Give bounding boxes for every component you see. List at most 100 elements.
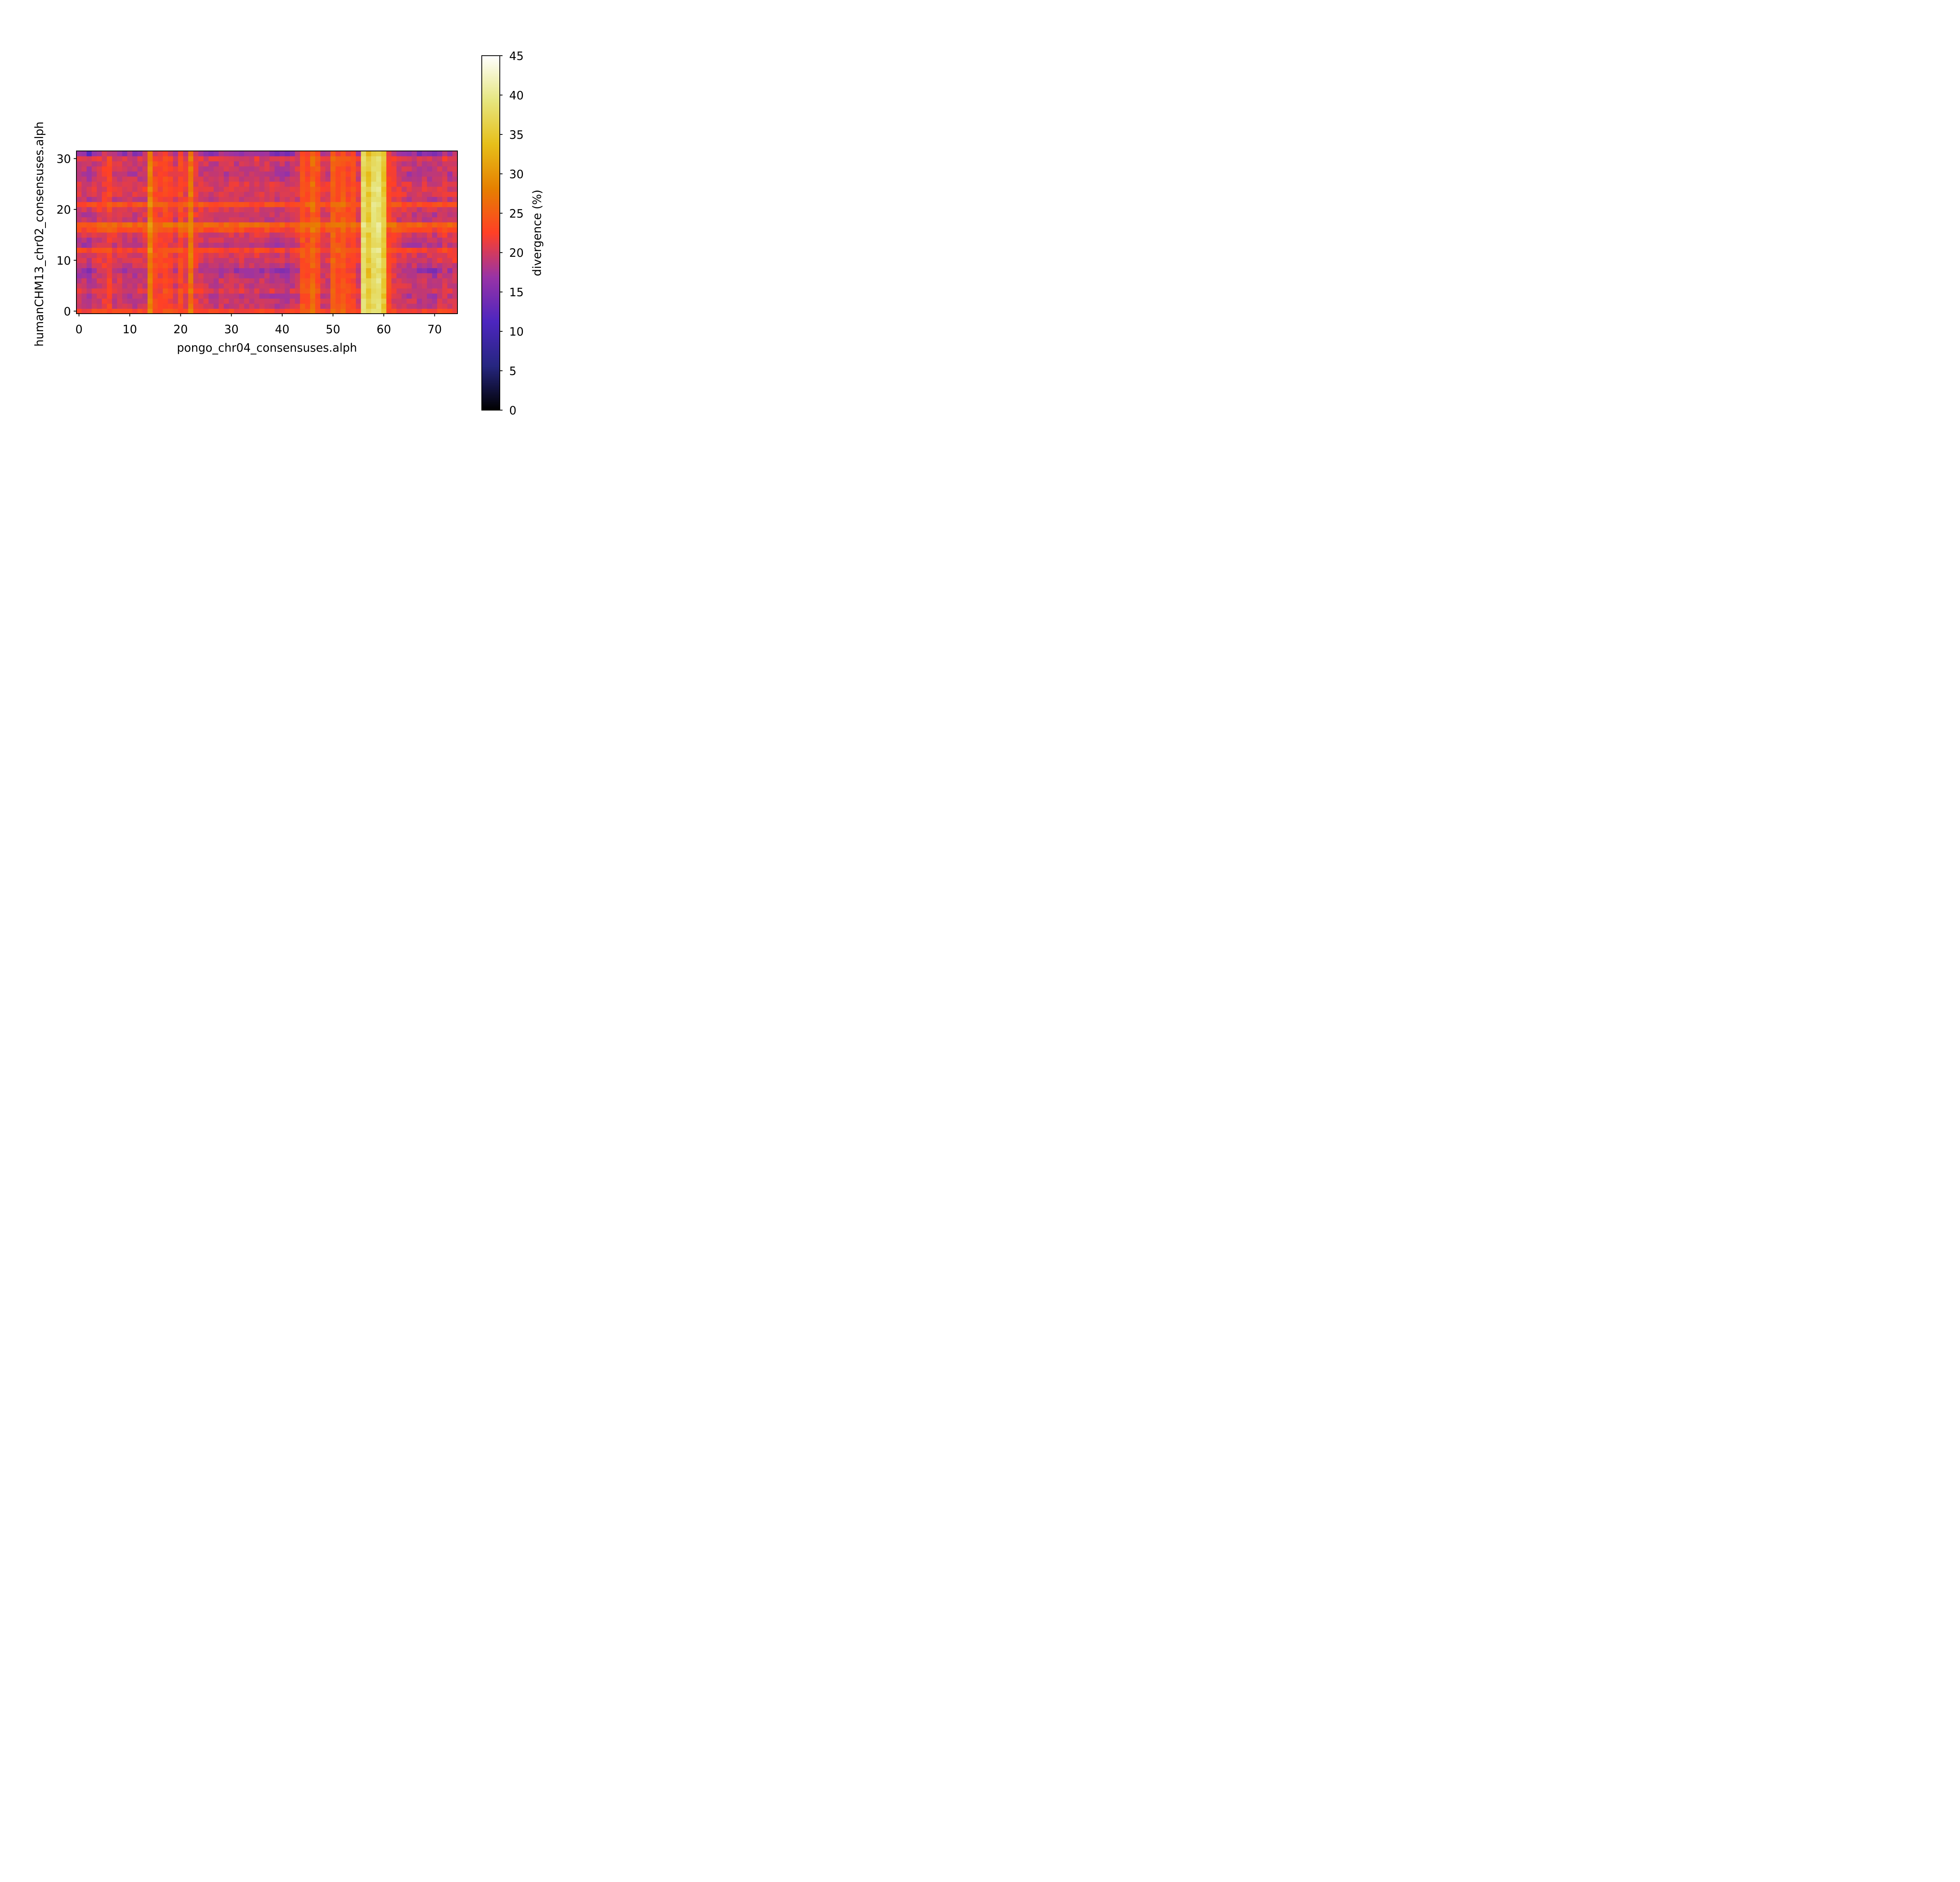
- heatmap-cell: [132, 298, 138, 304]
- heatmap-cell: [122, 293, 128, 299]
- heatmap-cell: [178, 207, 183, 213]
- heatmap-cell: [310, 191, 316, 197]
- heatmap-cell: [432, 171, 437, 177]
- heatmap-cell: [310, 298, 316, 304]
- heatmap-cell: [213, 237, 219, 243]
- heatmap-cell: [269, 283, 275, 289]
- heatmap-cell: [310, 263, 316, 268]
- heatmap-cell: [86, 217, 92, 223]
- heatmap-cell: [254, 283, 260, 289]
- heatmap-cell: [152, 242, 158, 248]
- heatmap-cell: [132, 227, 138, 233]
- heatmap-cell: [239, 263, 245, 268]
- heatmap-cell: [173, 156, 178, 162]
- heatmap-cell: [381, 227, 387, 233]
- heatmap-cell: [76, 242, 82, 248]
- heatmap-cell: [183, 268, 189, 273]
- heatmap-cell: [325, 227, 331, 233]
- heatmap-cell: [188, 186, 194, 192]
- heatmap-cell: [81, 196, 87, 202]
- heatmap-cell: [300, 242, 305, 248]
- heatmap-cell: [229, 196, 234, 202]
- heatmap-cell: [320, 151, 326, 156]
- heatmap-cell: [107, 186, 113, 192]
- heatmap-cell: [437, 176, 443, 182]
- heatmap-cell: [315, 242, 321, 248]
- heatmap-cell: [371, 151, 377, 156]
- heatmap-cell: [96, 151, 102, 156]
- heatmap-cell: [249, 217, 255, 223]
- heatmap-cell: [269, 288, 275, 294]
- heatmap-cell: [320, 283, 326, 289]
- heatmap-cell: [163, 298, 168, 304]
- heatmap-cell: [223, 222, 229, 228]
- heatmap-cell: [381, 222, 387, 228]
- heatmap-cell: [305, 171, 310, 177]
- heatmap-cell: [213, 161, 219, 167]
- heatmap-cell: [178, 191, 183, 197]
- heatmap-cell: [366, 207, 372, 213]
- heatmap-cell: [81, 181, 87, 187]
- heatmap-cell: [254, 247, 260, 253]
- heatmap-cell: [417, 176, 422, 182]
- heatmap-cell: [218, 196, 224, 202]
- heatmap-cell: [391, 242, 397, 248]
- heatmap-cell: [91, 212, 97, 218]
- heatmap-cell: [147, 151, 153, 156]
- heatmap-cell: [417, 217, 422, 223]
- heatmap-cell: [244, 196, 250, 202]
- heatmap-cell: [234, 212, 240, 218]
- heatmap-cell: [300, 247, 305, 253]
- heatmap-cell: [137, 283, 143, 289]
- heatmap-cell: [285, 232, 290, 238]
- heatmap-cell: [244, 247, 250, 253]
- heatmap-cell: [127, 258, 133, 263]
- heatmap-cell: [102, 298, 107, 304]
- heatmap-cell: [178, 263, 183, 268]
- heatmap-cell: [300, 151, 305, 156]
- heatmap-cell: [412, 288, 417, 294]
- heatmap-cell: [81, 303, 87, 309]
- heatmap-cell: [249, 232, 255, 238]
- heatmap-cell: [386, 253, 392, 258]
- heatmap-cell: [350, 242, 356, 248]
- heatmap-cell: [223, 161, 229, 167]
- heatmap-cell: [76, 273, 82, 278]
- heatmap-cell: [376, 303, 382, 309]
- heatmap-cell: [371, 166, 377, 172]
- heatmap-cell: [325, 298, 331, 304]
- heatmap-cell: [412, 278, 417, 283]
- heatmap-cell: [305, 273, 310, 278]
- heatmap-cell: [396, 288, 402, 294]
- heatmap-cell: [213, 309, 219, 314]
- heatmap-cell: [198, 309, 204, 314]
- heatmap-cell: [158, 263, 163, 268]
- heatmap-cell: [168, 303, 173, 309]
- heatmap-cell: [356, 202, 361, 207]
- heatmap-cell: [422, 202, 427, 207]
- heatmap-cell: [208, 298, 214, 304]
- heatmap-cell: [152, 293, 158, 299]
- heatmap-cell: [168, 222, 173, 228]
- heatmap-cell: [132, 232, 138, 238]
- heatmap-cell: [396, 171, 402, 177]
- heatmap-cell: [361, 268, 367, 273]
- heatmap-cell: [239, 176, 245, 182]
- heatmap-cell: [254, 196, 260, 202]
- heatmap-cell: [122, 196, 128, 202]
- heatmap-cell: [340, 283, 346, 289]
- heatmap-cell: [122, 303, 128, 309]
- heatmap-cell: [356, 227, 361, 233]
- heatmap-cell: [269, 176, 275, 182]
- heatmap-cell: [107, 263, 113, 268]
- heatmap-cell: [198, 212, 204, 218]
- heatmap-cell: [417, 303, 422, 309]
- heatmap-cell: [422, 222, 427, 228]
- heatmap-cell: [371, 263, 377, 268]
- heatmap-cell: [193, 207, 199, 213]
- heatmap-cell: [290, 298, 295, 304]
- heatmap-cell: [168, 227, 173, 233]
- heatmap-cell: [86, 227, 92, 233]
- heatmap-cell: [117, 196, 123, 202]
- heatmap-cell: [178, 196, 183, 202]
